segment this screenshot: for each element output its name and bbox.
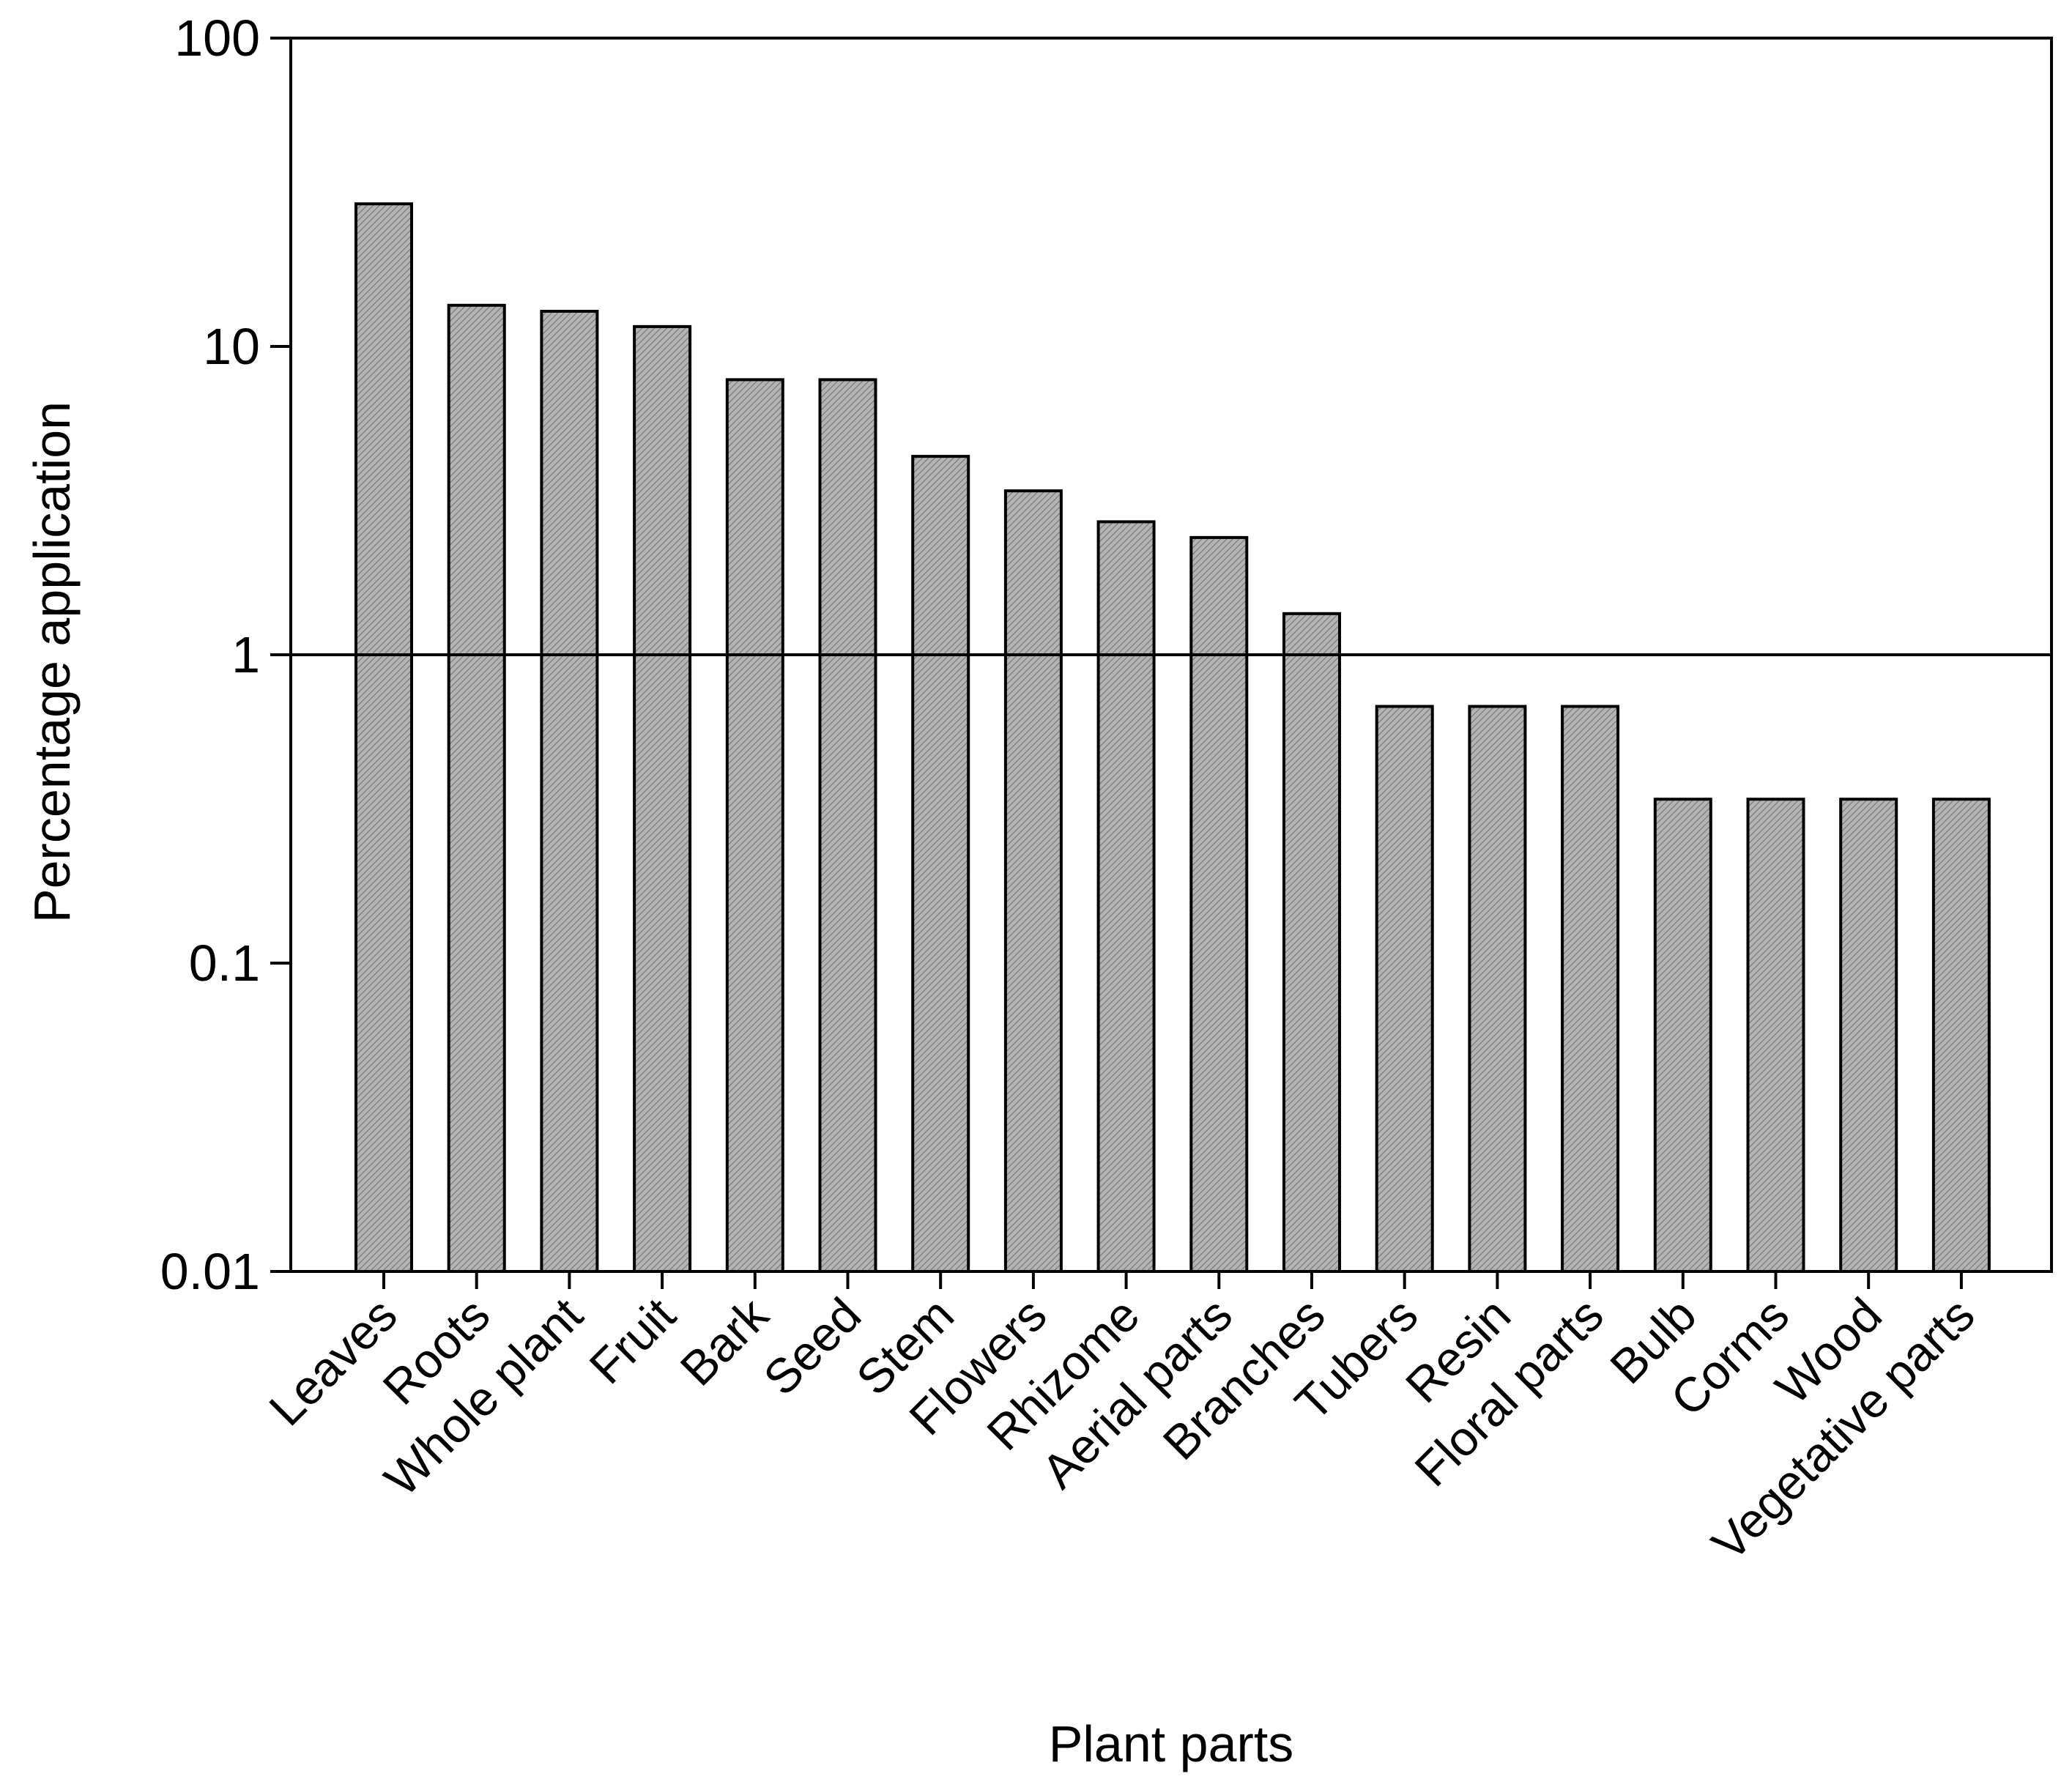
y-axis-title: Percentage application xyxy=(23,401,81,923)
y-tick-label: 1 xyxy=(231,626,260,683)
bar-seed xyxy=(818,378,877,1273)
bar-roots xyxy=(447,303,506,1273)
bar-aerial-parts xyxy=(1189,535,1249,1273)
x-tick-label: Leaves xyxy=(259,1288,407,1436)
x-axis-title: Plant parts xyxy=(1049,1715,1294,1772)
y-tick-label: 100 xyxy=(174,10,260,67)
bar-whole-plant xyxy=(540,310,599,1273)
bar-bulb xyxy=(1653,798,1712,1273)
bar-branches xyxy=(1282,612,1341,1273)
bar-floral-parts xyxy=(1561,705,1620,1273)
x-tick-label: Bark xyxy=(669,1287,779,1396)
y-tick-label: 0.01 xyxy=(160,1243,260,1300)
bar-leaves xyxy=(354,202,413,1273)
y-axis: 0.01 0.1 1 10 100 xyxy=(160,10,291,1300)
y-tick-label: 0.1 xyxy=(189,935,260,992)
bar-fruit xyxy=(633,324,692,1273)
bar-vegetative-parts xyxy=(1931,798,1991,1273)
y-tick-label: 10 xyxy=(203,318,260,375)
x-tick-label: Seed xyxy=(753,1288,871,1405)
bar-bark xyxy=(725,378,784,1273)
bar-wood xyxy=(1839,798,1898,1273)
bar-flowers xyxy=(1003,489,1063,1274)
bar-tubers xyxy=(1375,705,1434,1273)
bar-stem xyxy=(911,455,970,1273)
bar-corms xyxy=(1746,798,1805,1273)
bar-rhizome xyxy=(1096,520,1156,1273)
bar-resin xyxy=(1468,705,1527,1273)
x-tick-label: Fruit xyxy=(579,1288,686,1395)
bars-group xyxy=(354,202,1991,1274)
